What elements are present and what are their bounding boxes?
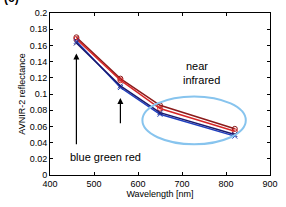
svg-text:Wavelength [nm]: Wavelength [nm]	[126, 189, 193, 199]
svg-text:near: near	[186, 60, 208, 72]
svg-text:0.1: 0.1	[35, 89, 48, 99]
svg-text:900: 900	[262, 179, 277, 189]
svg-text:0.16: 0.16	[30, 41, 48, 51]
svg-text:0.02: 0.02	[30, 154, 48, 164]
svg-text:0.06: 0.06	[30, 122, 48, 132]
svg-text:AVNIR-2 reflectance: AVNIR-2 reflectance	[17, 53, 27, 134]
svg-text:blue green red: blue green red	[70, 151, 141, 163]
svg-text:800: 800	[218, 179, 233, 189]
svg-text:0.14: 0.14	[30, 57, 48, 67]
svg-text:0.12: 0.12	[30, 73, 48, 83]
svg-text:0.08: 0.08	[30, 105, 48, 115]
svg-text:infrared: infrared	[183, 74, 220, 86]
svg-text:0: 0	[42, 170, 47, 180]
svg-text:(c): (c)	[4, 0, 19, 5]
svg-text:0.2: 0.2	[35, 8, 48, 18]
svg-text:0.04: 0.04	[30, 138, 48, 148]
svg-text:600: 600	[130, 179, 145, 189]
svg-text:400: 400	[42, 179, 57, 189]
svg-text:0.18: 0.18	[30, 24, 48, 34]
svg-text:700: 700	[174, 179, 189, 189]
svg-text:500: 500	[86, 179, 101, 189]
